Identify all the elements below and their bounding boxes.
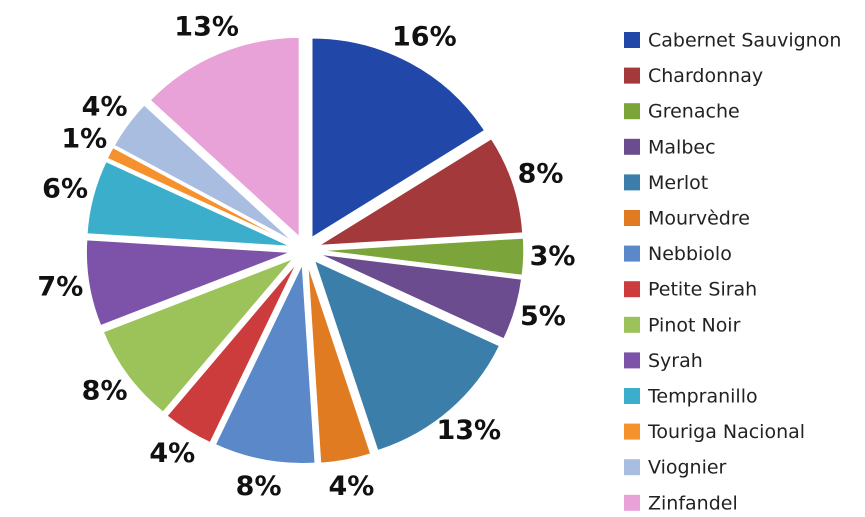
legend-swatch bbox=[624, 103, 640, 120]
legend-swatch bbox=[624, 494, 640, 511]
pie-slice bbox=[85, 238, 292, 327]
legend-swatch bbox=[624, 281, 640, 298]
legend-label: Mourvèdre bbox=[648, 208, 750, 230]
legend-swatch bbox=[624, 210, 640, 226]
pie-slice bbox=[148, 36, 301, 239]
legend-label: Merlot bbox=[648, 172, 708, 194]
legend-label: Nebbiolo bbox=[648, 243, 732, 265]
pie-slice bbox=[214, 260, 317, 465]
legend-swatch bbox=[624, 174, 640, 191]
pie-slice bbox=[113, 103, 295, 243]
legend-label: Petite Sirah bbox=[648, 279, 757, 301]
legend-swatch bbox=[624, 67, 640, 84]
pie-slice bbox=[165, 261, 299, 444]
data-label: 4% bbox=[328, 471, 374, 502]
legend-label: Grenache bbox=[648, 101, 740, 123]
legend-label: Chardonnay bbox=[648, 65, 763, 87]
legend-label: Tempranillo bbox=[647, 386, 758, 408]
pie-slice bbox=[306, 263, 372, 465]
data-label: 4% bbox=[82, 91, 128, 122]
pie-slice bbox=[317, 137, 524, 247]
pie-slice bbox=[318, 253, 523, 341]
legend-swatch bbox=[624, 138, 640, 155]
legend-label: Touriga Nacional bbox=[647, 421, 805, 443]
pie-slice bbox=[106, 146, 293, 245]
legend-swatch bbox=[624, 352, 640, 369]
data-label: 8% bbox=[236, 471, 282, 502]
data-label: 1% bbox=[61, 124, 107, 155]
legend-label: Syrah bbox=[648, 350, 703, 372]
legend-label: Pinot Noir bbox=[648, 314, 741, 336]
data-label: 13% bbox=[436, 415, 501, 446]
legend-label: Viognier bbox=[648, 457, 727, 479]
pie-slice bbox=[310, 36, 486, 240]
legend-swatch bbox=[624, 32, 640, 48]
data-label: 6% bbox=[42, 173, 88, 204]
pie-slice bbox=[86, 160, 292, 248]
data-label: 5% bbox=[520, 301, 566, 332]
data-label: 8% bbox=[518, 159, 564, 190]
legend-label: Zinfandel bbox=[648, 492, 738, 513]
pie-slice bbox=[313, 259, 501, 452]
legend-swatch bbox=[624, 423, 640, 440]
pie-slice bbox=[318, 237, 525, 277]
data-label: 8% bbox=[82, 376, 128, 407]
data-label: 13% bbox=[174, 11, 239, 42]
legend-swatch bbox=[624, 316, 640, 333]
legend-label: Cabernet Sauvignon bbox=[648, 30, 841, 52]
legend-label: Malbec bbox=[648, 136, 716, 158]
pie-slice bbox=[102, 257, 295, 414]
data-label: 3% bbox=[530, 241, 576, 272]
data-label: 7% bbox=[37, 271, 83, 302]
legend-swatch bbox=[624, 245, 640, 262]
data-label: 4% bbox=[149, 438, 195, 469]
data-label: 16% bbox=[392, 21, 457, 52]
legend-swatch bbox=[624, 388, 640, 404]
legend-swatch bbox=[624, 459, 640, 476]
